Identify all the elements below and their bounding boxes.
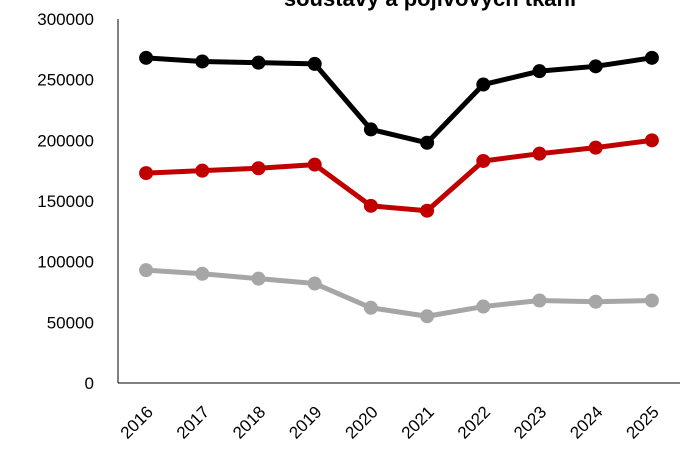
x-tick-label: 2017 [173, 402, 213, 442]
x-tick-label: 2024 [566, 402, 606, 442]
x-tick-label: 2020 [342, 402, 382, 442]
data-point [588, 140, 603, 155]
y-tick-label: 0 [85, 374, 94, 393]
series-line [145, 267, 652, 319]
data-point [644, 133, 659, 148]
data-point [363, 300, 378, 315]
data-point [420, 309, 435, 324]
y-tick-label: 150000 [37, 192, 94, 211]
data-point [251, 55, 266, 70]
data-point [195, 163, 210, 178]
data-point [251, 161, 266, 176]
data-point [532, 293, 547, 308]
data-point [307, 276, 322, 291]
y-tick-label: 100000 [37, 253, 94, 272]
data-point [363, 198, 378, 213]
data-point [476, 299, 491, 314]
data-point [420, 135, 435, 150]
data-point [476, 77, 491, 92]
data-point [363, 122, 378, 137]
data-point [139, 166, 154, 181]
x-tick-label: 2023 [510, 402, 550, 442]
data-point [139, 263, 154, 278]
data-point [307, 56, 322, 71]
x-tick-label: 2021 [398, 402, 438, 442]
data-point [420, 203, 435, 218]
data-point [195, 266, 210, 281]
data-point [251, 271, 266, 286]
data-point [532, 146, 547, 161]
y-tick-label: 50000 [47, 313, 94, 332]
x-tick-label: 2025 [623, 402, 663, 442]
chart-title: soustavy a pojivových tkání [284, 0, 577, 11]
x-tick-label: 2016 [117, 402, 157, 442]
y-tick-label: 250000 [37, 71, 94, 90]
x-tick-label: 2018 [229, 402, 269, 442]
data-point [139, 50, 154, 65]
data-point [588, 294, 603, 309]
y-tick-label: 300000 [37, 10, 94, 29]
data-point [476, 153, 491, 168]
data-point [644, 293, 659, 308]
data-point [588, 59, 603, 74]
x-tick-label: 2019 [285, 402, 325, 442]
y-tick-label: 200000 [37, 131, 94, 150]
data-point [644, 50, 659, 65]
data-point [532, 64, 547, 79]
series-line [145, 137, 653, 214]
data-point [307, 157, 322, 172]
x-tick-label: 2022 [454, 402, 494, 442]
series-line [145, 55, 653, 146]
data-point [195, 54, 210, 69]
